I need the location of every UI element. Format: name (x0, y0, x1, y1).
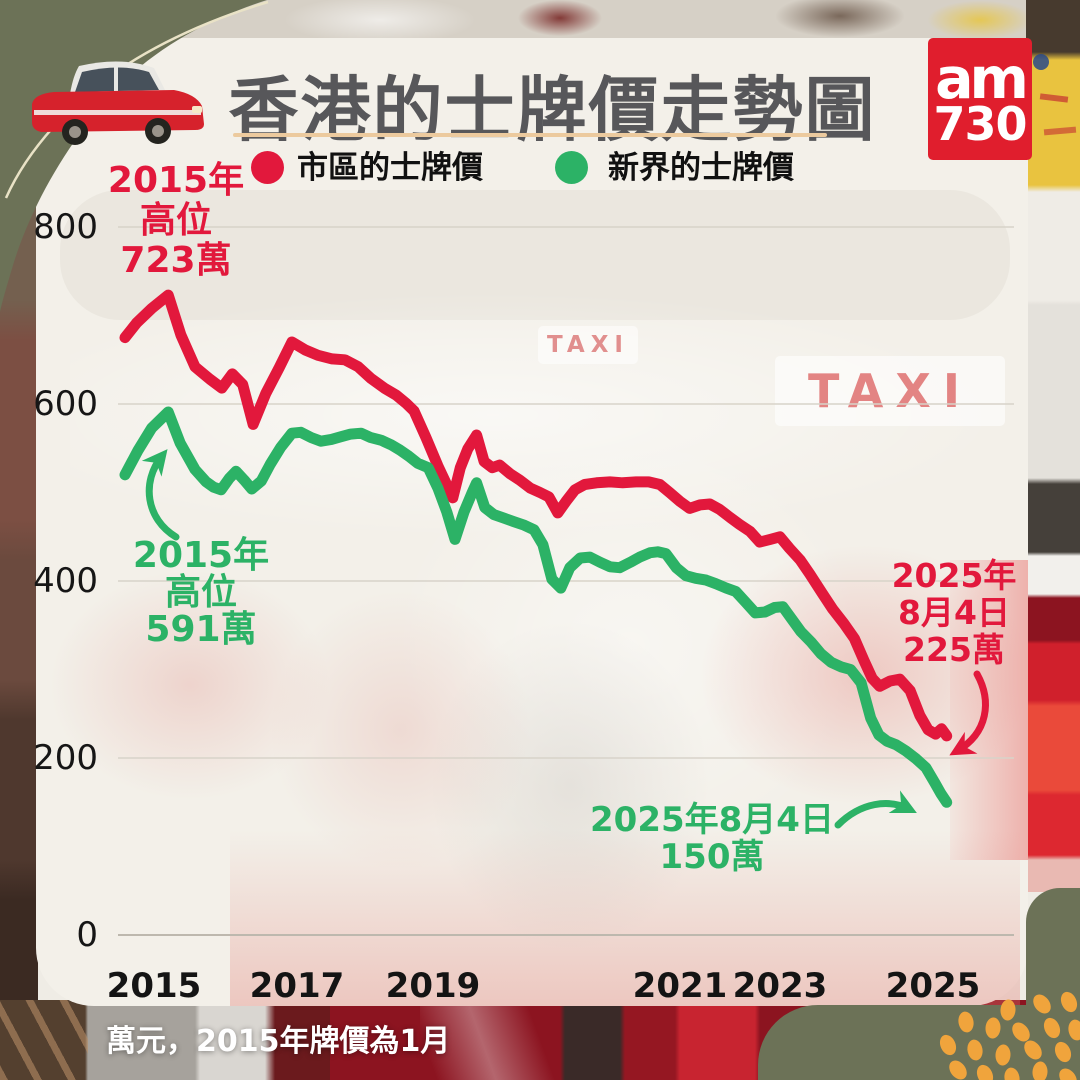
annotation-urban-peak: 2015年 高位 723萬 (100, 161, 252, 281)
background-taxi-sign-large: TAXI (775, 356, 1005, 426)
seed-dot (1032, 1061, 1048, 1080)
seed-dot (1068, 1019, 1080, 1041)
annotation-urban-latest: 2025年 8月4日 225萬 (880, 557, 1028, 668)
annotation-line: 591萬 (145, 609, 257, 650)
seed-dot (1004, 1067, 1020, 1080)
nt-price-line (119, 406, 953, 808)
taxi-sign-text: TAXI (547, 332, 629, 358)
y-tick-label: 600 (33, 384, 98, 424)
background-taxi-sign-small: TAXI (538, 326, 638, 364)
photo-wood-floor (0, 1000, 88, 1080)
seed-dots-pattern (939, 991, 1080, 1080)
seed-dot (1033, 994, 1051, 1014)
gridlines (118, 226, 1014, 936)
taxi-sign-text: TAXI (808, 364, 972, 418)
page-title: 香港的士牌價走勢圖 (228, 69, 877, 151)
annotation-line: 723萬 (120, 240, 232, 281)
logo-text-am: am (935, 45, 1029, 112)
y-tick-label: 400 (33, 561, 98, 601)
legend-label-nt: 新界的士牌價 (608, 150, 794, 186)
seed-dot (949, 1060, 967, 1080)
am730-logo: am 730 (928, 38, 1032, 160)
annotation-nt-peak: 2015年 高位 591萬 (120, 537, 282, 648)
title-underline (233, 133, 827, 137)
legend-dot-urban (251, 151, 284, 184)
footnote: 萬元，2015年牌價為1月 (106, 1024, 451, 1059)
seed-dot (1024, 1040, 1042, 1060)
x-tick-label: 2025 (885, 966, 981, 1006)
seed-dot (1000, 999, 1016, 1021)
y-tick-label: 200 (33, 738, 98, 778)
annotation-arrows (141, 449, 989, 829)
annotation-line: 2025年8月4日 (590, 800, 834, 840)
seed-dot (995, 1044, 1011, 1066)
y-tick-label: 800 (33, 207, 98, 247)
x-tick-label: 2021 (632, 966, 728, 1006)
photo-glare (420, 1000, 560, 1080)
annotation-line: 225萬 (903, 630, 1005, 669)
x-tick-label: 2019 (385, 966, 481, 1006)
annotation-line: 150萬 (659, 837, 765, 877)
seed-dot (976, 1064, 994, 1080)
seed-dot (967, 1039, 983, 1061)
annotation-line: 高位 (164, 572, 237, 613)
annotation-line: 2025年 (891, 556, 1017, 595)
x-tick-label: 2017 (249, 966, 345, 1006)
photo-sign-dot (1033, 54, 1049, 70)
arrow-to-nt-peak (141, 449, 180, 541)
arrow-to-urban-latest (949, 670, 989, 756)
seed-dot (1059, 1068, 1077, 1080)
data-series (119, 289, 953, 808)
seed-dot (1054, 1041, 1072, 1063)
taxi-photo (32, 61, 204, 145)
x-tick-label: 2015 (106, 966, 202, 1006)
annotation-line: 2015年 (132, 535, 270, 576)
logo-text-730: 730 (933, 96, 1027, 151)
seed-dot (958, 1011, 974, 1033)
annotation-nt-latest: 2025年8月4日 150萬 (588, 802, 836, 876)
annotation-line: 8月4日 (898, 593, 1010, 632)
background-photo-right (1026, 0, 1080, 892)
seed-dot (1012, 1022, 1030, 1042)
seed-dot (985, 1017, 1001, 1039)
seed-dot (1060, 991, 1078, 1013)
annotation-line: 高位 (139, 200, 212, 241)
legend-label-urban: 市區的士牌價 (297, 150, 483, 186)
seed-dot (939, 1034, 957, 1056)
seed-dot (1043, 1017, 1061, 1039)
urban-price-line (119, 289, 953, 742)
x-tick-label: 2023 (732, 966, 828, 1006)
y-tick-label: 0 (76, 915, 98, 955)
arrow-to-nt-latest (834, 790, 917, 829)
annotation-line: 2015年 (107, 160, 245, 201)
legend-dot-nt (555, 151, 588, 184)
